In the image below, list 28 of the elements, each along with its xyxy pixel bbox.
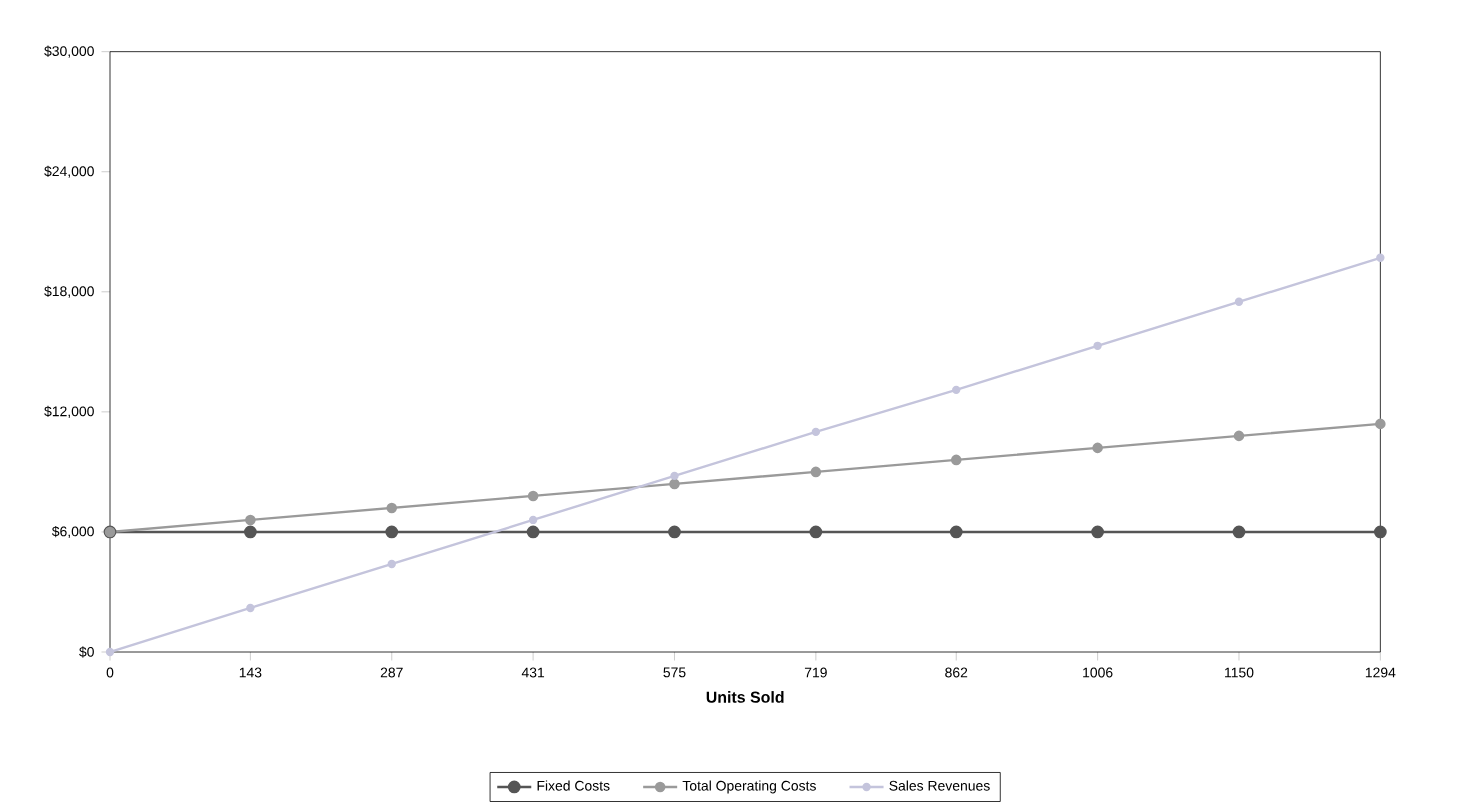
point bbox=[810, 466, 822, 478]
point bbox=[669, 478, 680, 490]
point bbox=[528, 515, 538, 525]
point bbox=[811, 427, 821, 437]
point bbox=[386, 502, 398, 514]
point bbox=[950, 454, 962, 466]
point bbox=[385, 525, 399, 539]
point bbox=[1375, 418, 1386, 430]
point bbox=[1233, 430, 1245, 442]
point bbox=[1232, 525, 1246, 539]
point bbox=[105, 647, 115, 657]
point bbox=[246, 603, 255, 613]
point bbox=[245, 514, 256, 526]
point bbox=[527, 490, 539, 502]
point bbox=[949, 525, 963, 539]
point bbox=[670, 471, 679, 481]
point bbox=[1093, 341, 1102, 351]
point bbox=[1234, 297, 1244, 306]
point bbox=[1376, 253, 1385, 262]
point bbox=[952, 385, 961, 395]
point bbox=[668, 525, 681, 539]
point bbox=[387, 559, 396, 569]
point bbox=[1373, 525, 1387, 539]
point bbox=[1092, 442, 1103, 454]
point bbox=[1091, 525, 1104, 539]
point bbox=[526, 525, 540, 539]
point bbox=[244, 525, 257, 539]
point bbox=[809, 525, 823, 539]
